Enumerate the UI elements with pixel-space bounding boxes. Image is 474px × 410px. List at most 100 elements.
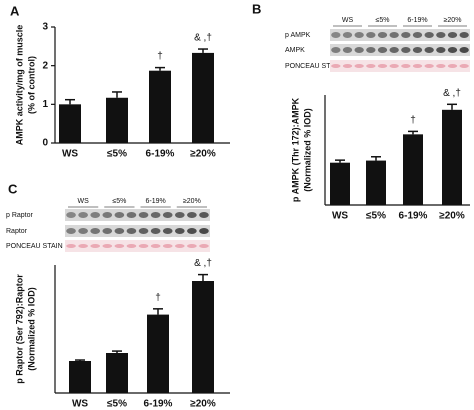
blot-band (162, 212, 173, 218)
blot-band (331, 32, 341, 38)
blot-strip (65, 240, 210, 252)
blot-band (90, 228, 101, 234)
blot-band (199, 228, 209, 234)
blot-band (342, 64, 353, 68)
panel-label: A (10, 3, 20, 18)
blot-band (138, 212, 149, 218)
significance-mark: † (157, 51, 163, 62)
blot-band (366, 64, 376, 68)
panel-label: C (8, 181, 18, 196)
blot-band (162, 228, 173, 234)
blot-band (126, 212, 137, 218)
blot-row-label: AMPK (285, 47, 305, 54)
blot-band (126, 228, 137, 234)
x-tick-label: ≤5% (107, 149, 127, 160)
blot-band (342, 47, 353, 53)
x-tick-label: ≥20% (190, 399, 216, 410)
bar (147, 314, 169, 393)
blot-band (114, 212, 125, 218)
blot-band (187, 244, 197, 248)
blot-band (162, 244, 173, 248)
blot-band (199, 244, 209, 248)
lane-label: ≥20% (444, 17, 462, 24)
blot-band (447, 47, 458, 53)
blot-strip (330, 44, 470, 56)
y-axis-label: p Raptor (Ser 792):Raptor (14, 274, 24, 384)
blot-band (138, 228, 149, 234)
blot-band (66, 228, 76, 234)
y-tick-label: 1 (42, 99, 48, 110)
blot-band (331, 47, 341, 53)
blot-band (436, 64, 446, 68)
blot-band (377, 32, 388, 38)
blot-row-label: Raptor (6, 228, 28, 235)
blot-band (459, 64, 469, 68)
blot-band (447, 32, 458, 38)
blot-band (199, 212, 209, 218)
blot-band (187, 212, 197, 218)
x-tick-label: ≤5% (107, 399, 127, 410)
x-tick-label: ≥20% (439, 211, 465, 222)
blot-band (354, 47, 364, 53)
blot-band (424, 47, 434, 53)
blot-band (354, 64, 364, 68)
significance-mark: † (410, 115, 416, 126)
blot-band (389, 64, 399, 68)
blot-band (401, 47, 411, 53)
blot-band (174, 244, 185, 248)
blot-band (90, 244, 101, 248)
significance-mark: & ,† (194, 258, 212, 269)
x-tick-label: 6-19% (399, 211, 428, 222)
y-axis-label: AMPK activity/mg of muscle (14, 25, 24, 146)
blot-band (459, 47, 469, 53)
blot-row-label: PONCEAU STAIN (285, 63, 342, 70)
blot-band (78, 212, 88, 218)
blot-band (412, 32, 423, 38)
y-axis-label: (Normalized % IOD) (302, 108, 312, 192)
y-tick-label: 3 (42, 22, 48, 33)
blot-row-label: p AMPK (285, 32, 311, 39)
y-axis-label: p AMPK (Thr 172):AMPK (290, 97, 300, 202)
blot-band (354, 32, 364, 38)
blot-band (401, 32, 411, 38)
bar (442, 109, 462, 205)
blot-band (150, 212, 161, 218)
y-axis-label: (Normalized % IOD) (26, 287, 36, 371)
bar (106, 97, 128, 143)
blot-strip (330, 29, 470, 41)
x-tick-label: WS (332, 211, 348, 222)
blot-band (150, 228, 161, 234)
significance-mark: † (155, 292, 161, 303)
blot-band (331, 64, 341, 68)
blot-band (377, 47, 388, 53)
significance-mark: & ,† (194, 33, 212, 44)
blot-row-label: PONCEAU STAIN (6, 243, 63, 250)
bar (330, 162, 350, 205)
blot-band (436, 47, 446, 53)
x-tick-label: 6-19% (146, 149, 175, 160)
bar (192, 52, 214, 144)
blot-strip (330, 60, 470, 72)
panel-label: B (252, 1, 261, 16)
blot-band (342, 32, 353, 38)
blot-band (377, 64, 388, 68)
lane-label: ≤5% (376, 17, 390, 24)
lane-label: WS (342, 17, 354, 24)
blot-band (102, 244, 113, 248)
significance-mark: & ,† (443, 88, 461, 99)
lane-label: 6-19% (146, 198, 166, 205)
blot-band (447, 64, 458, 68)
bar (366, 160, 386, 205)
blot-band (366, 32, 376, 38)
bar (192, 281, 214, 393)
blot-band (401, 64, 411, 68)
blot-band (66, 244, 76, 248)
x-tick-label: WS (62, 149, 78, 160)
x-tick-label: 6-19% (144, 399, 173, 410)
blot-band (424, 64, 434, 68)
x-tick-label: ≥20% (190, 149, 216, 160)
bar (69, 361, 91, 393)
blot-strip (65, 209, 210, 221)
blot-strip (65, 225, 210, 237)
